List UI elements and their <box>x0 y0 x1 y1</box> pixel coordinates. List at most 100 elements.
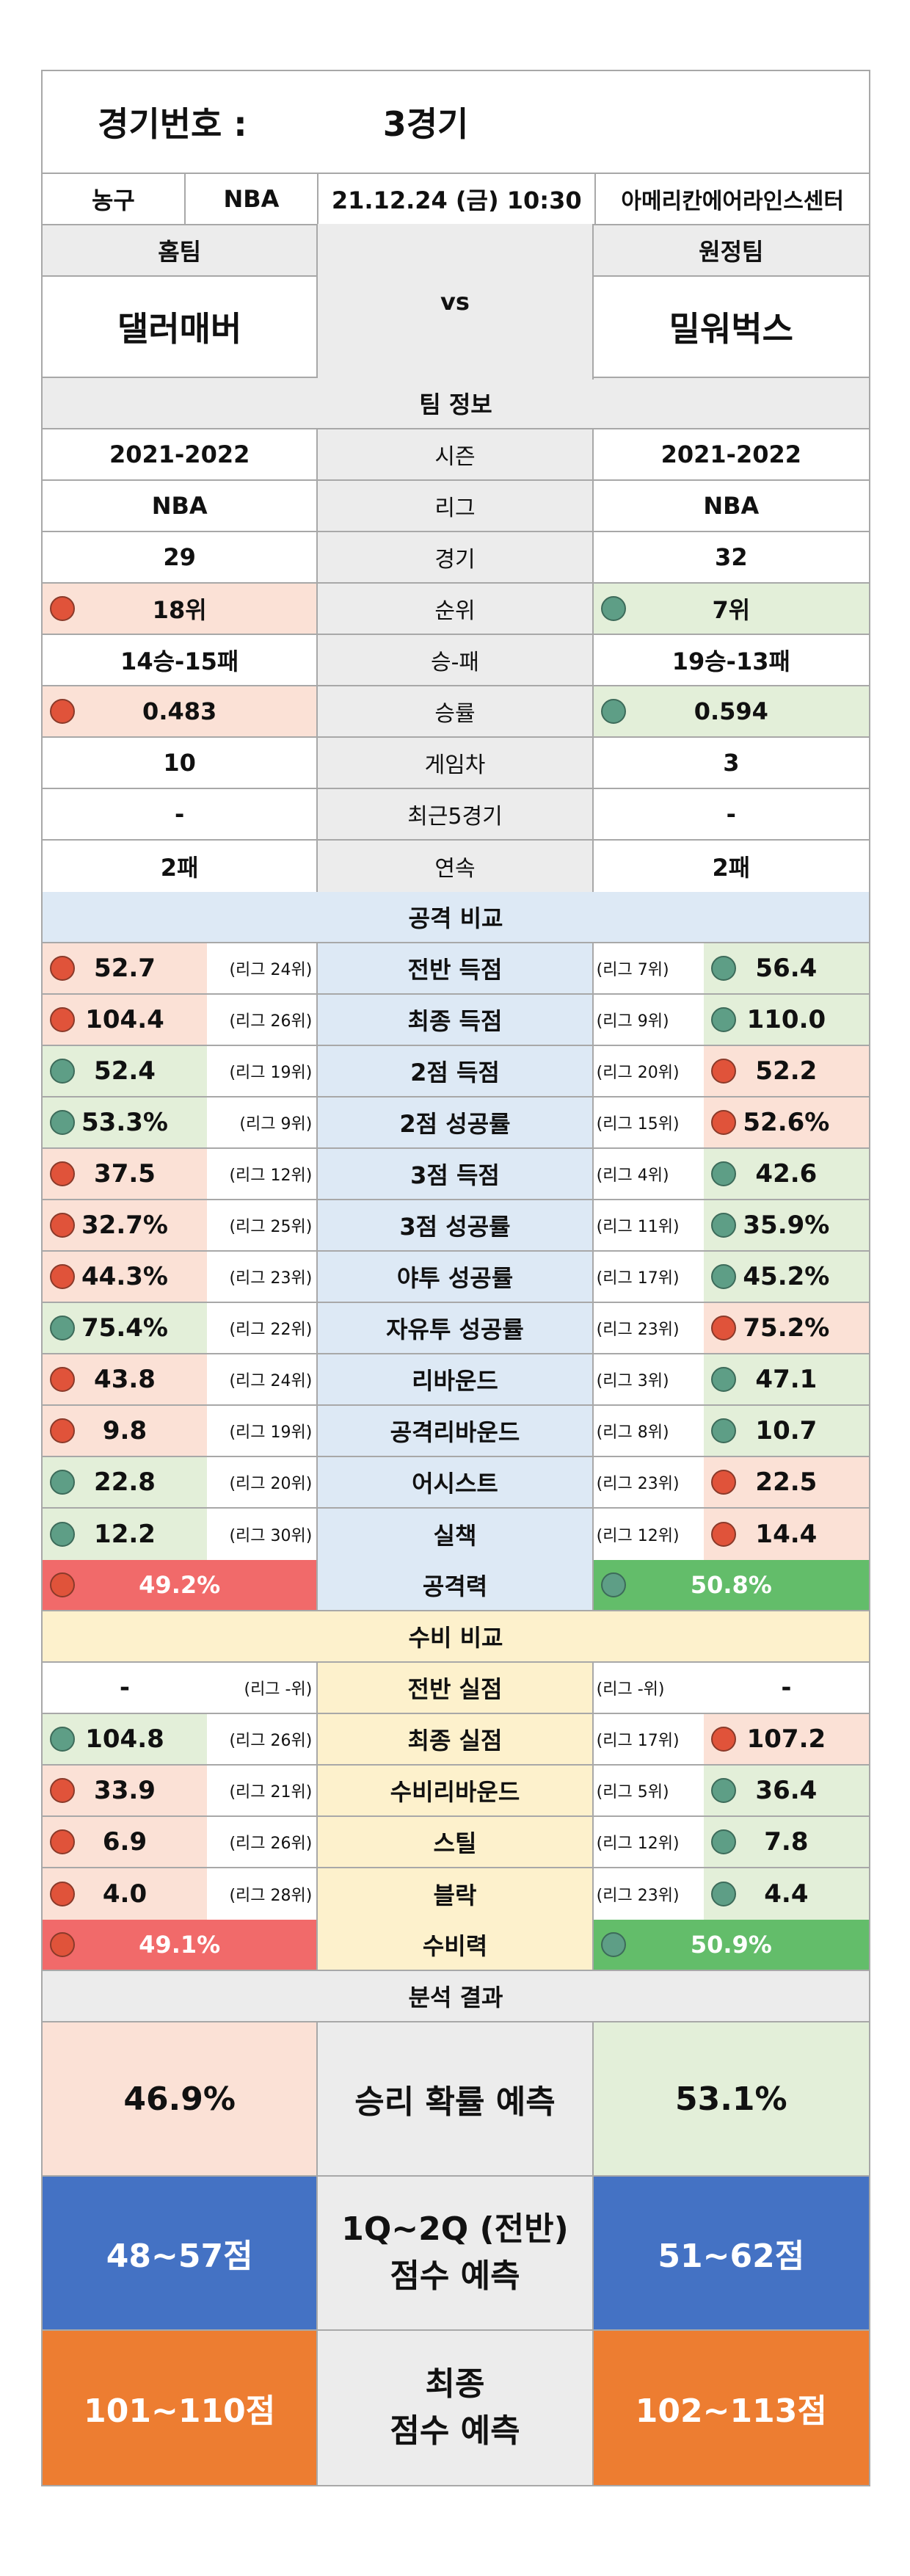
game-number-label: 경기번호 : <box>98 104 247 144</box>
away-stat-value: 4.4 <box>703 1868 869 1920</box>
league: NBA <box>186 174 319 224</box>
home-final-score: 101~110점 <box>43 2331 318 2485</box>
bad-indicator-icon <box>50 1161 75 1186</box>
offense-stat-row: 22.8 (리그 20위) 어시스트 (리그 23위) 22.5 <box>43 1457 869 1509</box>
good-indicator-icon <box>50 1316 75 1340</box>
away-stat-value: 107.2 <box>703 1714 869 1764</box>
good-indicator-icon <box>600 699 626 724</box>
away-stat-value: 52.2 <box>703 1046 869 1096</box>
home-stat-value: 43.8 <box>43 1354 207 1404</box>
offense-stat-row: 9.8 (리그 19위) 공격리바운드 (리그 8위) 10.7 <box>43 1406 869 1457</box>
defense-power-label: 수비력 <box>318 1920 594 1970</box>
away-defense-power: 50.9% <box>593 1920 869 1970</box>
good-indicator-icon <box>710 1007 736 1032</box>
bad-indicator-icon <box>50 596 75 621</box>
away-league-rank: (리그 23위) <box>593 1303 704 1353</box>
sport: 농구 <box>43 174 186 224</box>
away-stat-value: 7.8 <box>703 1817 869 1867</box>
good-indicator-icon <box>710 1882 736 1906</box>
home-league-rank: (리그 26위) <box>206 995 317 1045</box>
win-probability-row: 46.9% 승리 확률 예측 53.1% <box>43 2022 869 2177</box>
home-stat-value: 44.3% <box>43 1252 207 1302</box>
defense-title: 수비 비교 <box>408 1624 503 1652</box>
bad-indicator-icon <box>50 1213 75 1238</box>
good-indicator-icon <box>50 1522 75 1547</box>
offense-stat-row: 52.7 (리그 24위) 전반 득점 (리그 7위) 56.4 <box>43 943 869 995</box>
away-value: 3 <box>723 749 740 777</box>
home-defense-power: 49.1% <box>43 1920 318 1970</box>
stat-label: 승-패 <box>318 635 594 685</box>
stat-label: 리바운드 <box>318 1354 594 1404</box>
home-league-rank: (리그 28위) <box>206 1868 317 1920</box>
home-stat-value: 52.7 <box>43 943 207 993</box>
away-league-rank: (리그 7위) <box>593 943 704 993</box>
home-stat-value: 4.0 <box>43 1868 207 1920</box>
team-info-header: 팀 정보 <box>43 378 869 429</box>
bad-indicator-icon <box>710 1110 736 1135</box>
offense-title: 공격 비교 <box>408 904 503 932</box>
bad-indicator-icon <box>50 1418 75 1443</box>
good-indicator-icon <box>710 1161 736 1186</box>
home-value: 2패 <box>43 841 318 892</box>
good-indicator-icon <box>50 1059 75 1084</box>
home-stat-value: 33.9 <box>43 1766 207 1815</box>
home-value: NBA <box>43 481 318 531</box>
offense-stat-row: 75.4% (리그 22위) 자유투 성공률 (리그 23위) 75.2% <box>43 1303 869 1354</box>
team-info-row: 2021-2022 시즌 2021-2022 <box>43 429 869 481</box>
good-indicator-icon <box>710 1213 736 1238</box>
bad-indicator-icon <box>50 1367 75 1392</box>
good-indicator-icon <box>710 956 736 981</box>
offense-stat-row: 12.2 (리그 30위) 실책 (리그 12위) 14.4 <box>43 1509 869 1560</box>
final-score-row: 101~110점 최종 점수 예측 102~113점 <box>43 2331 869 2485</box>
home-league-rank: (리그 23위) <box>206 1252 317 1302</box>
home-half-score: 48~57점 <box>43 2177 318 2329</box>
away-offense-power: 50.8% <box>593 1560 869 1610</box>
stat-label: 최종 득점 <box>318 995 594 1045</box>
stat-label: 순위 <box>318 584 594 634</box>
venue: 아메리칸에어라인스센터 <box>621 189 844 214</box>
team-info-row: 10 게임차 3 <box>43 738 869 789</box>
away-stat-value: 10.7 <box>703 1406 869 1456</box>
home-league-rank: (리그 26위) <box>206 1714 317 1764</box>
analysis-header: 분석 결과 <box>43 1971 869 2022</box>
away-stat-value: 110.0 <box>703 995 869 1045</box>
away-league-rank: (리그 23위) <box>593 1457 704 1507</box>
defense-stat-row: 6.9 (리그 26위) 스틸 (리그 12위) 7.8 <box>43 1817 869 1868</box>
home-league-rank: (리그 -위) <box>206 1663 317 1713</box>
half-score-sublabel: 점수 예측 <box>390 2257 520 2295</box>
stat-label: 리그 <box>318 481 594 531</box>
home-stat-value: 37.5 <box>43 1149 207 1199</box>
bad-indicator-icon <box>50 1572 75 1597</box>
offense-stat-row: 43.8 (리그 24위) 리바운드 (리그 3위) 47.1 <box>43 1354 869 1406</box>
home-value: 2021-2022 <box>43 429 318 479</box>
away-win-probability: 53.1% <box>593 2022 869 2175</box>
home-stat-value: 52.4 <box>43 1046 207 1096</box>
stat-label: 최근5경기 <box>318 789 594 839</box>
offense-stat-row: 104.4 (리그 26위) 최종 득점 (리그 9위) 110.0 <box>43 995 869 1046</box>
away-team-name: 밀워벅스 <box>593 275 869 377</box>
home-offense-power: 49.2% <box>43 1560 318 1610</box>
home-stat-value: 9.8 <box>43 1406 207 1456</box>
team-info-row: - 최근5경기 - <box>43 789 869 841</box>
home-stat-value: 12.2 <box>43 1509 207 1560</box>
stat-label: 2점 득점 <box>318 1046 594 1096</box>
defense-stat-row: 33.9 (리그 21위) 수비리바운드 (리그 5위) 36.4 <box>43 1766 869 1817</box>
home-value: 18위 <box>43 584 318 634</box>
stat-label: 3점 득점 <box>318 1149 594 1199</box>
bad-indicator-icon <box>710 1470 736 1495</box>
defense-header: 수비 비교 <box>43 1611 869 1663</box>
away-stat-value: 36.4 <box>703 1766 869 1815</box>
vs-label: vs <box>318 224 594 380</box>
home-league-rank: (리그 12위) <box>206 1149 317 1199</box>
half-score-label: 1Q~2Q (전반) <box>341 2210 569 2249</box>
home-league-rank: (리그 19위) <box>206 1046 317 1096</box>
away-value: 0.594 <box>593 686 869 736</box>
home-league-rank: (리그 22위) <box>206 1303 317 1353</box>
home-team-name: 댈러매버 <box>43 275 318 377</box>
away-stat-value: 47.1 <box>703 1354 869 1404</box>
away-value: 19승-13패 <box>671 647 790 675</box>
offense-power-label: 공격력 <box>318 1560 594 1610</box>
stat-label: 시즌 <box>318 429 594 479</box>
away-league-rank: (리그 5위) <box>593 1766 704 1815</box>
bad-indicator-icon <box>50 1932 75 1957</box>
